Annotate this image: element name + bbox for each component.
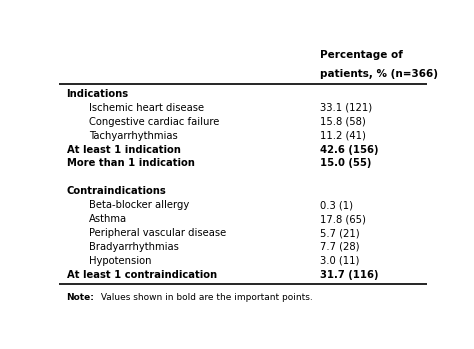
Text: Beta-blocker allergy: Beta-blocker allergy [89,200,189,210]
Text: Asthma: Asthma [89,214,127,224]
Text: Tachyarrhythmias: Tachyarrhythmias [89,131,177,141]
Text: Hypotension: Hypotension [89,256,151,266]
Text: Ischemic heart disease: Ischemic heart disease [89,103,204,113]
Text: 33.1 (121): 33.1 (121) [320,103,372,113]
Text: Note:: Note: [66,293,94,302]
Text: 17.8 (65): 17.8 (65) [320,214,366,224]
Text: At least 1 indication: At least 1 indication [66,144,181,155]
Text: 15.8 (58): 15.8 (58) [320,117,366,127]
Text: 0.3 (1): 0.3 (1) [320,200,353,210]
Text: 3.0 (11): 3.0 (11) [320,256,359,266]
Text: Congestive cardiac failure: Congestive cardiac failure [89,117,219,127]
Text: More than 1 indication: More than 1 indication [66,158,194,169]
Text: Indications: Indications [66,89,129,99]
Text: 15.0 (55): 15.0 (55) [320,158,372,169]
Text: 5.7 (21): 5.7 (21) [320,228,360,238]
Text: Percentage of: Percentage of [320,50,403,60]
Text: 42.6 (156): 42.6 (156) [320,144,379,155]
Text: Bradyarrhythmias: Bradyarrhythmias [89,242,179,252]
Text: Contraindications: Contraindications [66,186,166,196]
Text: patients, % (n=366): patients, % (n=366) [320,69,438,79]
Text: 31.7 (116): 31.7 (116) [320,270,379,280]
Text: 7.7 (28): 7.7 (28) [320,242,360,252]
Text: 11.2 (41): 11.2 (41) [320,131,366,141]
Text: Values shown in bold are the important points.: Values shown in bold are the important p… [98,293,312,302]
Text: At least 1 contraindication: At least 1 contraindication [66,270,217,280]
Text: Peripheral vascular disease: Peripheral vascular disease [89,228,226,238]
